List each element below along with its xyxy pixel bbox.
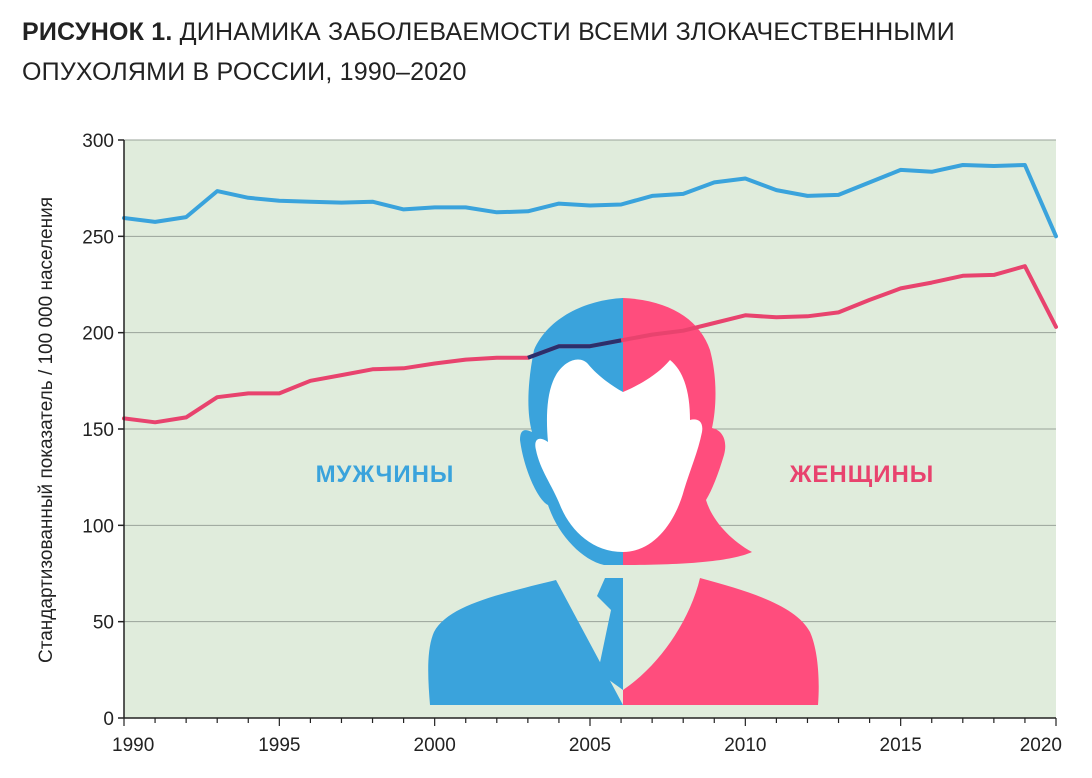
x-tick-label: 1995 [258, 735, 300, 756]
title-line-1: ДИНАМИКА ЗАБОЛЕВАЕМОСТИ ВСЕМИ ЗЛОКАЧЕСТВ… [179, 18, 955, 46]
figure-number: РИСУНОК 1. [22, 18, 173, 46]
y-tick-label: 50 [93, 613, 114, 634]
x-tick-label: 2015 [880, 735, 922, 756]
series-line-men [122, 163, 1058, 239]
series-line-women-overlap [527, 338, 622, 360]
y-tick-label: 200 [82, 324, 114, 345]
x-tick-label: 2000 [414, 735, 456, 756]
x-tick-label: 2005 [569, 735, 611, 756]
y-tick-label: 250 [82, 227, 114, 248]
overlap-segment [527, 338, 622, 360]
y-axis-label: Стандартизованный показатель / 100 000 н… [36, 197, 57, 663]
y-tick-label: 300 [82, 131, 114, 152]
legend-women-label: ЖЕНЩИНЫ [789, 461, 935, 488]
legend-men-label: МУЖЧИНЫ [316, 461, 455, 488]
man-woman-illustration-icon [428, 298, 819, 705]
face-icon [535, 359, 703, 552]
title-line-2: ОПУХОЛЯМИ В РОССИИ, 1990–2020 [22, 58, 467, 86]
y-ticks: 0 50 100 150 200 250 300 [82, 131, 124, 730]
x-tick-label: 2010 [724, 735, 766, 756]
y-tick-label: 0 [103, 709, 114, 730]
x-tick-label: 1990 [112, 735, 154, 756]
x-ticks: 1990 1995 2000 2005 2010 2015 2020 [112, 718, 1062, 756]
x-tick-label: 2020 [1020, 735, 1062, 756]
woman-shoulders-icon [623, 578, 819, 705]
man-shoulders-icon [428, 580, 623, 705]
y-tick-label: 100 [82, 516, 114, 537]
man-collar-icon [597, 578, 623, 690]
chart-title: РИСУНОК 1. ДИНАМИКА ЗАБОЛЕВАЕМОСТИ ВСЕМИ… [22, 12, 1062, 92]
y-tick-label: 150 [82, 420, 114, 441]
